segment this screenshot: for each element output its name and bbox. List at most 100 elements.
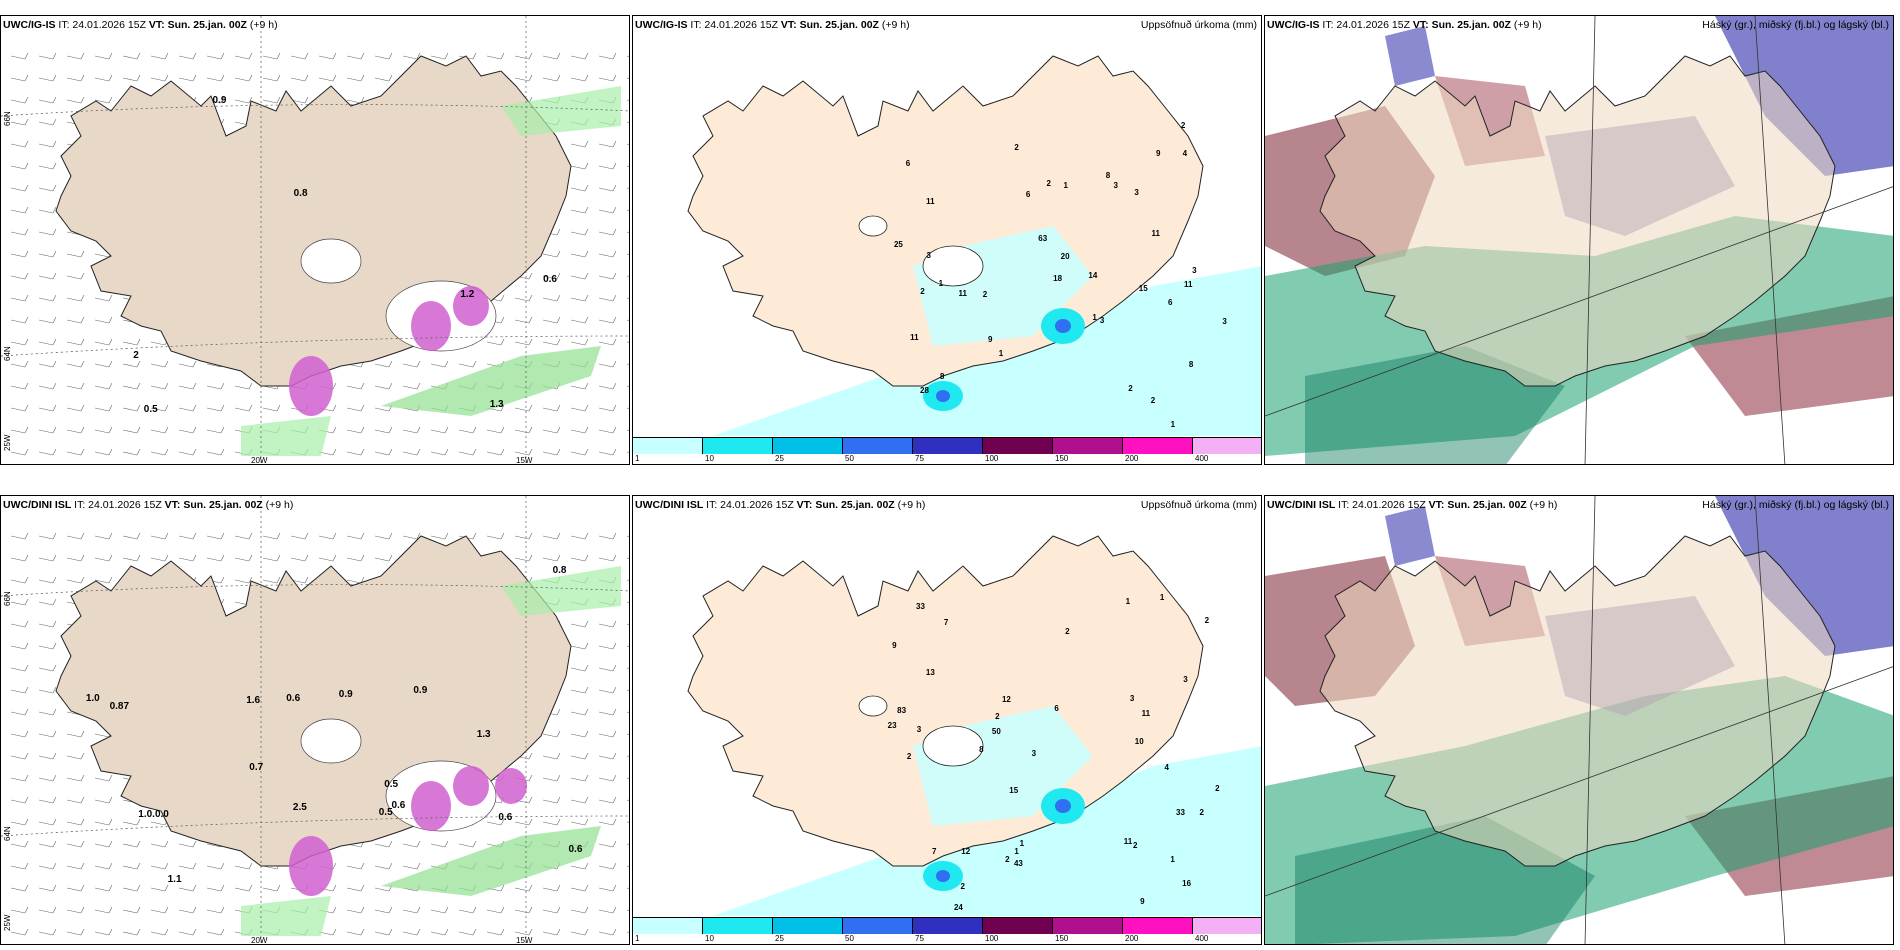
- lat-label-64n: 64N: [3, 346, 12, 361]
- value-label: 0.8: [552, 564, 567, 576]
- precip-green: [501, 86, 621, 136]
- value-label: 2: [995, 712, 1000, 722]
- value-label: 20: [1060, 252, 1070, 262]
- map-panel-1: UWC/IG-IS IT: 24.01.2026 15Z VT: Sun. 25…: [0, 15, 630, 465]
- map-panel-6: UWC/DINI ISL IT: 24.01.2026 15Z VT: Sun.…: [1264, 495, 1894, 945]
- value-label: 2: [133, 349, 139, 361]
- value-label: 1: [998, 348, 1004, 358]
- colorbar-swatch: [1123, 918, 1193, 934]
- value-label: 8: [1105, 171, 1111, 181]
- value-label: 2: [1150, 395, 1156, 405]
- colorbar-swatch: [633, 918, 703, 934]
- colorbar: [633, 437, 1261, 454]
- lon-label-15w: 15W: [516, 456, 533, 465]
- value-label: 9: [988, 335, 993, 345]
- value-label: 0.5: [143, 403, 158, 415]
- map-canvas: [1265, 16, 1893, 464]
- value-label: 23: [887, 720, 897, 730]
- map-panel-2: UWC/IG-IS IT: 24.01.2026 15Z VT: Sun. 25…: [632, 15, 1262, 465]
- iceland-coastline: [687, 535, 1204, 867]
- colorbar-swatch: [1193, 918, 1261, 934]
- value-label: 8: [939, 372, 945, 382]
- lat-label-66n: 66N: [3, 591, 12, 606]
- precip-green: [241, 416, 331, 456]
- iceland-coastline: [1319, 55, 1836, 387]
- value-label: 2: [1215, 784, 1220, 794]
- value-label: 2: [982, 290, 988, 300]
- value-label: 2.5: [292, 801, 307, 813]
- precip-max: [936, 390, 950, 402]
- colorbar-tick: 400: [1195, 934, 1209, 943]
- value-label: 0.6: [498, 811, 513, 823]
- colorbar-tick: 10: [705, 934, 714, 943]
- value-label: 24: [953, 902, 963, 912]
- lon-label-15w: 15W: [516, 936, 533, 945]
- value-label: 2: [906, 751, 912, 761]
- value-label: 13: [925, 668, 935, 678]
- value-label: 50: [991, 727, 1001, 737]
- lat-label-66n: 66N: [3, 111, 12, 126]
- cloud-region: [1385, 26, 1435, 86]
- map-panel-5: UWC/DINI ISL IT: 24.01.2026 15Z VT: Sun.…: [632, 495, 1262, 945]
- value-label: 2: [1133, 841, 1138, 851]
- precip-heavy: [453, 766, 489, 806]
- value-label: 11: [1123, 837, 1133, 847]
- value-label: 1: [1014, 846, 1019, 856]
- colorbar-swatch: [913, 438, 983, 454]
- value-label: 1: [1063, 181, 1068, 191]
- panel-title: UWC/IG-IS IT: 24.01.2026 15Z VT: Sun. 25…: [1267, 19, 1542, 31]
- colorbar-tick: 50: [845, 454, 854, 463]
- colorbar-tick: 1: [635, 454, 640, 463]
- colorbar-swatch: [983, 918, 1053, 934]
- precip-green: [381, 826, 601, 896]
- value-label: 6: [905, 159, 911, 169]
- value-label: 15: [1009, 785, 1019, 795]
- value-label: 1: [1170, 419, 1176, 429]
- precip-max: [936, 870, 950, 882]
- precip-green: [241, 896, 331, 936]
- iceland-coastline: [1319, 535, 1836, 867]
- value-label: 0.6: [286, 693, 301, 705]
- value-label: 0.9: [338, 688, 353, 700]
- value-label: 4: [1182, 148, 1188, 158]
- panel-title: UWC/IG-IS IT: 24.01.2026 15Z VT: Sun. 25…: [3, 19, 278, 31]
- value-label: 6: [1025, 190, 1031, 200]
- colorbar-tick: 150: [1055, 934, 1069, 943]
- glacier: [922, 245, 984, 287]
- value-label: 9: [892, 640, 897, 650]
- value-label: 1.0: [85, 693, 100, 705]
- panel-variable-title: Háský (gr.), miðský (fj.bl.) og lágský (…: [1702, 19, 1889, 31]
- precip-heavy: [289, 356, 333, 416]
- colorbar-tick: 200: [1125, 454, 1139, 463]
- colorbar-tick: 50: [845, 934, 854, 943]
- value-label: 1: [1159, 593, 1165, 603]
- value-label: 3: [1134, 187, 1139, 197]
- value-label: 2: [1180, 120, 1186, 130]
- precip-heavy: [453, 286, 489, 326]
- value-label: 0.6: [568, 844, 583, 856]
- value-label: 2: [1005, 854, 1010, 864]
- map-panel-3: UWC/IG-IS IT: 24.01.2026 15Z VT: Sun. 25…: [1264, 15, 1894, 465]
- value-label: 1: [1019, 838, 1025, 848]
- value-label: 3: [1099, 315, 1105, 325]
- lat-label-64n: 64N: [3, 826, 12, 841]
- map-canvas: [633, 16, 1261, 464]
- value-label: 11: [910, 332, 919, 342]
- colorbar-swatch: [703, 918, 773, 934]
- value-label: 3: [1031, 749, 1037, 759]
- value-label: 8: [1188, 359, 1194, 369]
- cloud-region: [1715, 16, 1893, 176]
- value-label: 1.3: [476, 729, 491, 741]
- precip-max: [1055, 319, 1071, 333]
- value-label: 1: [1170, 854, 1175, 864]
- colorbar-tick: 1: [635, 934, 640, 943]
- value-label: 0.9: [413, 684, 428, 696]
- value-label: 63: [1038, 233, 1048, 243]
- lat-label-25w: 25W: [3, 434, 12, 451]
- value-label: 3: [1129, 694, 1135, 703]
- colorbar-swatch: [1053, 918, 1123, 934]
- colorbar-tick: 100: [985, 934, 999, 943]
- value-label: 1.6: [246, 695, 261, 707]
- value-label: 0.5: [384, 778, 399, 790]
- value-label: 3: [926, 251, 931, 261]
